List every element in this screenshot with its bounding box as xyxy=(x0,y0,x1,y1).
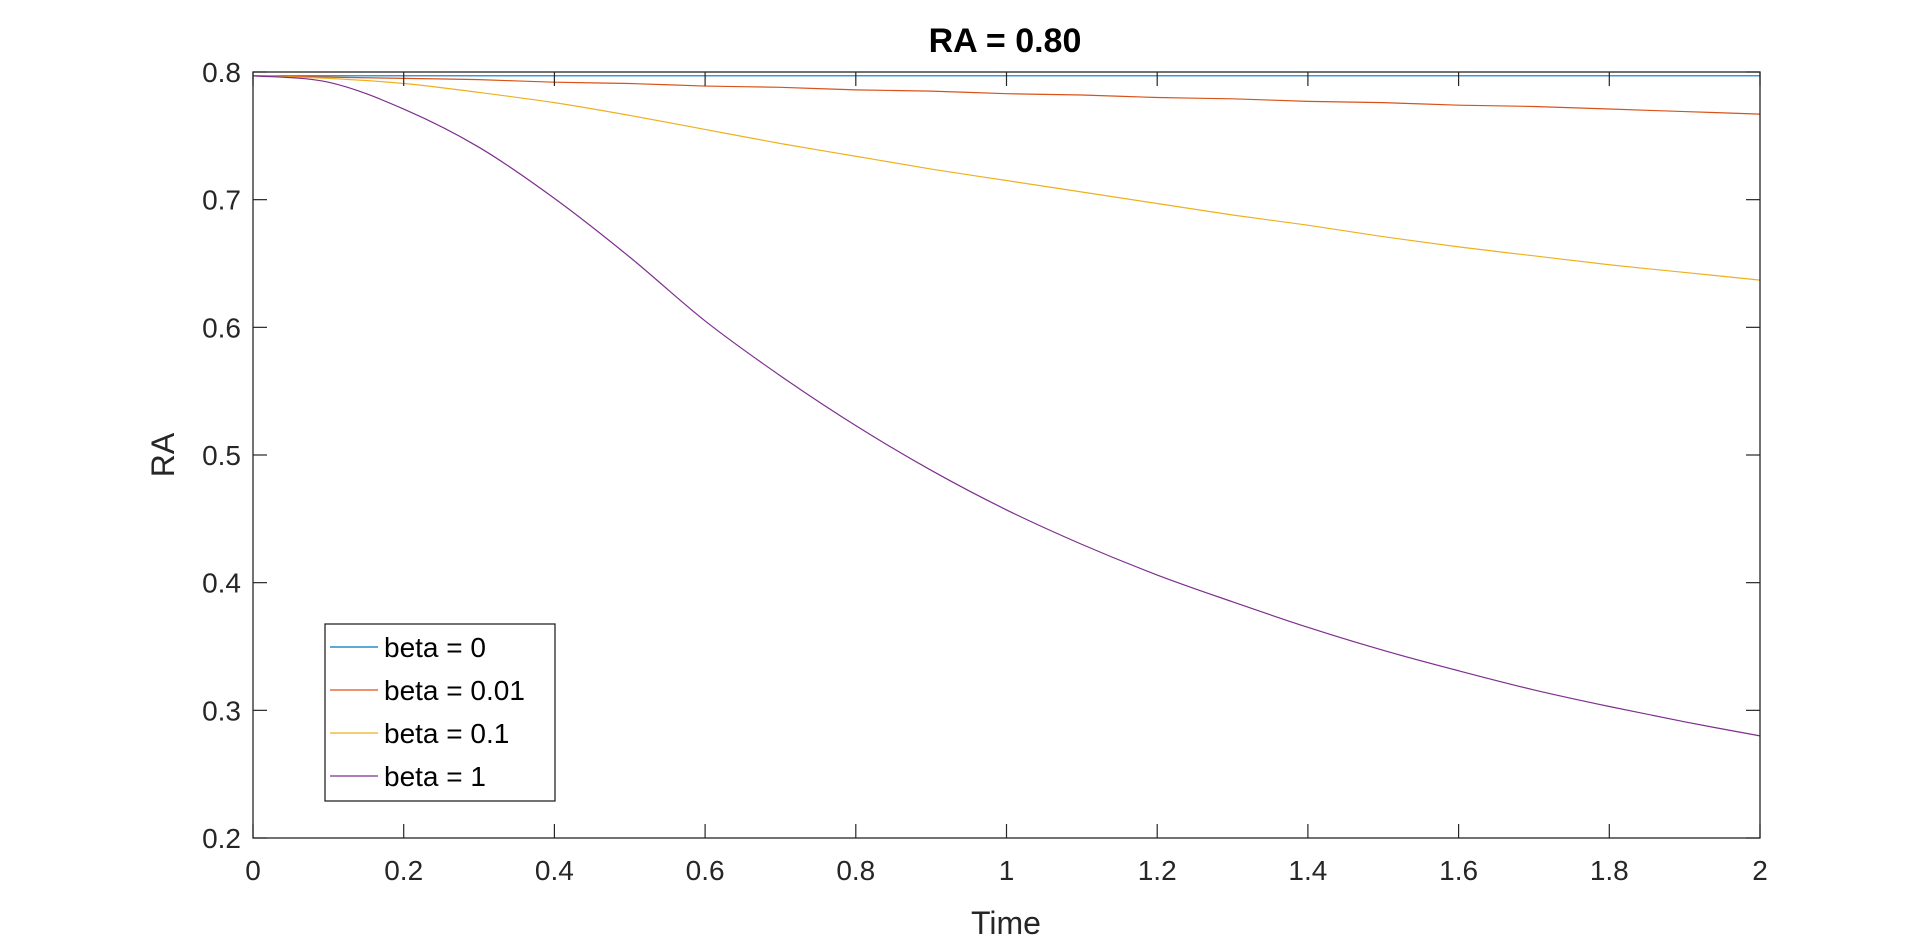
y-tick-label: 0.8 xyxy=(202,57,241,88)
legend-label: beta = 0 xyxy=(384,632,486,663)
legend-label: beta = 1 xyxy=(384,761,486,792)
y-axis-label: RA xyxy=(145,432,181,477)
y-tick-label: 0.7 xyxy=(202,185,241,216)
x-tick-label: 0.6 xyxy=(686,855,725,886)
x-tick-label: 0 xyxy=(245,855,261,886)
series-line-3 xyxy=(252,75,1761,737)
y-tick-label: 0.6 xyxy=(202,312,241,343)
y-tick-label: 0.3 xyxy=(202,695,241,726)
legend-label: beta = 0.01 xyxy=(384,675,525,706)
x-tick-label: 1 xyxy=(999,855,1015,886)
x-tick-label: 0.2 xyxy=(384,855,423,886)
ticks-layer: 0 0.2 0.4 0.6 0.8 1 1.2 1.4 1.6 1.8 20.20.30.40.50… xyxy=(202,57,1768,886)
x-tick-label: 0.8 xyxy=(836,855,875,886)
x-tick-label: 0.4 xyxy=(535,855,574,886)
x-tick-label: 2 xyxy=(1752,855,1768,886)
y-tick-label: 0.5 xyxy=(202,440,241,471)
x-axis-label: Time xyxy=(971,905,1041,936)
y-tick-label: 0.2 xyxy=(202,823,241,854)
y-tick-label: 0.4 xyxy=(202,568,241,599)
x-tick-label: 1.4 xyxy=(1288,855,1327,886)
legend-label: beta = 0.1 xyxy=(384,718,509,749)
x-tick-label: 1.8 xyxy=(1590,855,1629,886)
series-line-1 xyxy=(252,75,1761,115)
legend-box xyxy=(324,623,556,802)
x-tick-label: 1.2 xyxy=(1138,855,1177,886)
legend: beta = 0 beta = 0.01 beta = 0.1 beta = 1 xyxy=(324,623,556,802)
series-line-2 xyxy=(252,75,1761,281)
x-tick-label: 1.6 xyxy=(1439,855,1478,886)
chart-title: RA = 0.80 xyxy=(929,22,1082,60)
